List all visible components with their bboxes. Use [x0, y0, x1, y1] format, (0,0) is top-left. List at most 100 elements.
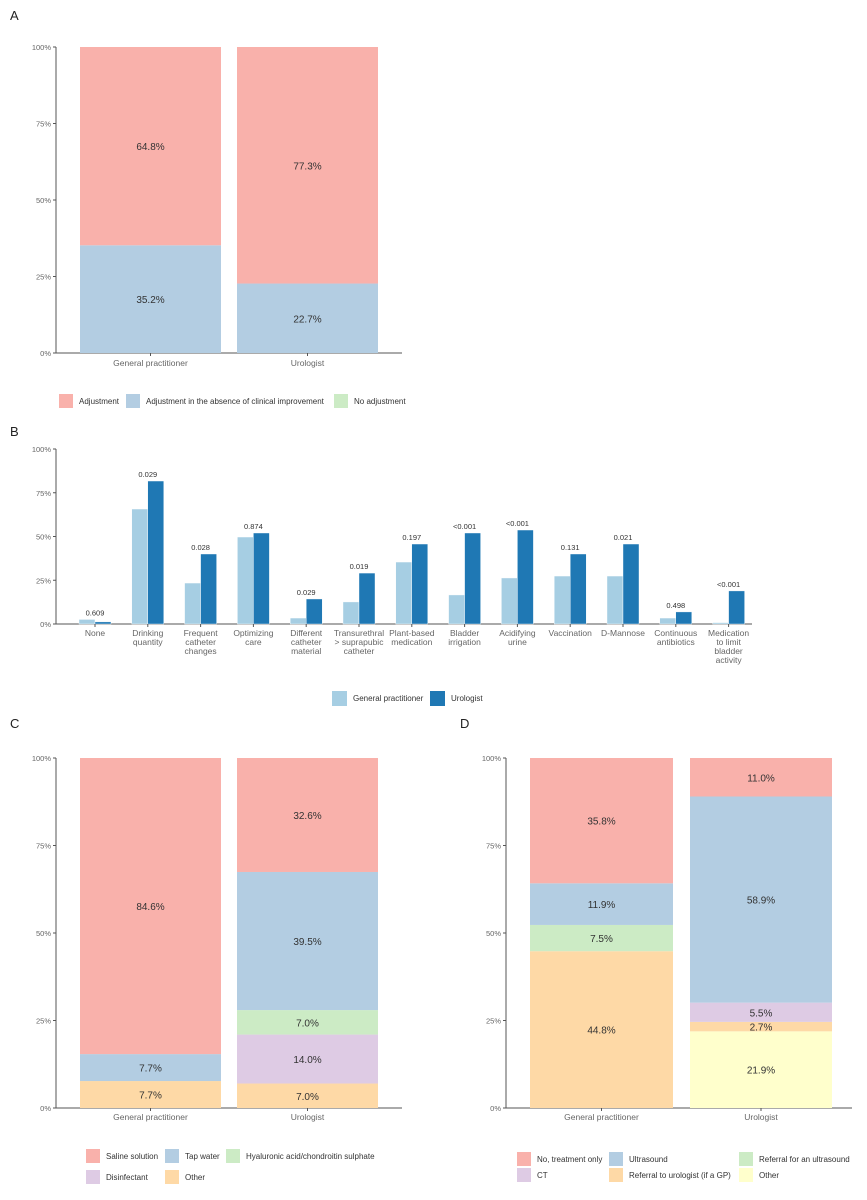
x-tick-label: Vaccination — [549, 628, 593, 638]
panel-B: B 0% 25% 50% 75% 100% 0.609 None 0.029 Drinking qu… — [10, 424, 752, 706]
bar-segment — [690, 1021, 832, 1032]
y-tick-label: 100% — [32, 43, 52, 52]
p-value-label: 0.028 — [191, 543, 210, 552]
bar-segment — [237, 758, 378, 872]
x-tick-label-line: D-Mannose — [601, 628, 645, 638]
bar — [184, 582, 201, 625]
bar-segment — [80, 47, 221, 246]
bar-segment — [237, 1083, 378, 1108]
x-tick-label-line: Different — [290, 628, 323, 638]
legend-swatch — [517, 1152, 531, 1166]
bar-segment — [237, 1034, 378, 1084]
bar — [342, 601, 360, 625]
x-tick-label-line: to limit — [716, 637, 741, 647]
y-tick-label: 25% — [36, 273, 51, 282]
x-tick-label: Optimizing care — [233, 628, 273, 647]
x-tick-label-line: Bladder — [450, 628, 479, 638]
x-tick-label: Urologist — [744, 1112, 778, 1122]
bar-segment — [530, 951, 673, 1108]
data-label: 11.0% — [747, 773, 775, 784]
data-label: 35.2% — [136, 295, 164, 306]
panel-label: B — [10, 424, 19, 439]
bar — [78, 619, 96, 625]
bar — [200, 553, 217, 625]
y-tick-label: 100% — [482, 754, 502, 763]
y-tick-label: 25% — [36, 576, 51, 585]
data-label: 2.7% — [750, 1023, 773, 1034]
data-label: 7.5% — [590, 934, 613, 945]
x-tick-label: Transurethral > suprapubic catheter — [334, 628, 384, 656]
legend-swatch — [165, 1170, 179, 1184]
legend-swatch — [739, 1152, 753, 1166]
x-tick-label-line: > suprapubic — [335, 637, 385, 647]
bar-segment — [530, 758, 673, 884]
legend-label: No adjustment — [354, 397, 406, 406]
legend-label: Hyaluronic acid/chondroitin sulphate — [246, 1152, 375, 1161]
data-label: 7.7% — [139, 1064, 162, 1075]
x-tick-label: Frequent catheter changes — [184, 628, 219, 656]
bar-segment — [237, 1010, 378, 1035]
legend-label: Urologist — [451, 694, 483, 703]
data-label: 39.5% — [293, 937, 321, 948]
x-tick-label-line: irrigation — [448, 637, 481, 647]
x-tick-label: Urologist — [291, 1112, 325, 1122]
bar — [659, 617, 676, 625]
x-tick-label: Urologist — [291, 358, 325, 368]
legend-label: No, treatment only — [537, 1155, 602, 1164]
data-label: 21.9% — [747, 1066, 775, 1077]
legend-swatch — [226, 1149, 240, 1163]
x-tick-label-line: None — [85, 628, 106, 638]
data-label: 64.8% — [136, 142, 164, 153]
y-tick-label: 75% — [36, 842, 51, 851]
x-tick-label-line: quantity — [133, 637, 164, 647]
bar-segment — [80, 1081, 221, 1108]
p-value-label: 0.498 — [666, 601, 685, 610]
bar-segment — [690, 1002, 832, 1022]
panel-A: A 0% 25% 50% 75% 100% 35.2% 64.8% General practi… — [10, 8, 406, 408]
p-value-label: 0.609 — [86, 608, 105, 617]
y-tick-label: 100% — [32, 754, 52, 763]
bar-segment — [690, 758, 832, 797]
bar — [464, 532, 481, 625]
bar-segment — [690, 1031, 832, 1108]
legend-label: Tap water — [185, 1152, 220, 1161]
x-tick-label-line: catheter — [344, 646, 375, 656]
data-label: 14.0% — [293, 1055, 321, 1066]
y-tick-label: 50% — [486, 929, 501, 938]
bar — [306, 598, 323, 625]
data-label: 11.9% — [588, 900, 616, 911]
bar — [131, 508, 149, 625]
x-tick-label: Medication to limit bladder activity — [708, 628, 749, 665]
p-value-label: 0.021 — [614, 533, 633, 542]
p-value-label: <0.001 — [506, 519, 529, 528]
x-tick-label: General practitioner — [113, 1112, 188, 1122]
x-tick-label-line: medication — [391, 637, 432, 647]
x-tick-label-line: catheter — [185, 637, 216, 647]
bar — [554, 575, 571, 625]
x-tick-label: Drinking quantity — [132, 628, 163, 647]
bar-segment — [80, 758, 221, 1055]
bar — [358, 572, 376, 625]
panel-label: A — [10, 8, 19, 23]
legend-swatch — [59, 394, 73, 408]
x-tick-label-line: bladder — [714, 646, 743, 656]
y-tick-label: 25% — [36, 1017, 51, 1026]
bar — [728, 590, 745, 625]
x-tick-label-line: Transurethral — [334, 628, 384, 638]
bar — [147, 480, 165, 625]
p-value-label: <0.001 — [453, 522, 476, 531]
data-label: 58.9% — [747, 896, 775, 907]
y-tick-label: 0% — [40, 1104, 51, 1113]
x-tick-label-line: Continuous — [654, 628, 697, 638]
bar-segment — [80, 1054, 221, 1082]
x-tick-label-line: activity — [716, 655, 743, 665]
x-tick-label-line: Vaccination — [549, 628, 593, 638]
x-tick-label-line: care — [245, 637, 262, 647]
bar — [712, 622, 729, 625]
x-tick-label-line: catheter — [291, 637, 322, 647]
bar — [94, 621, 112, 625]
x-tick-label-line: changes — [185, 646, 217, 656]
bar — [237, 536, 254, 625]
y-tick-label: 75% — [36, 489, 51, 498]
legend-label: CT — [537, 1171, 548, 1180]
